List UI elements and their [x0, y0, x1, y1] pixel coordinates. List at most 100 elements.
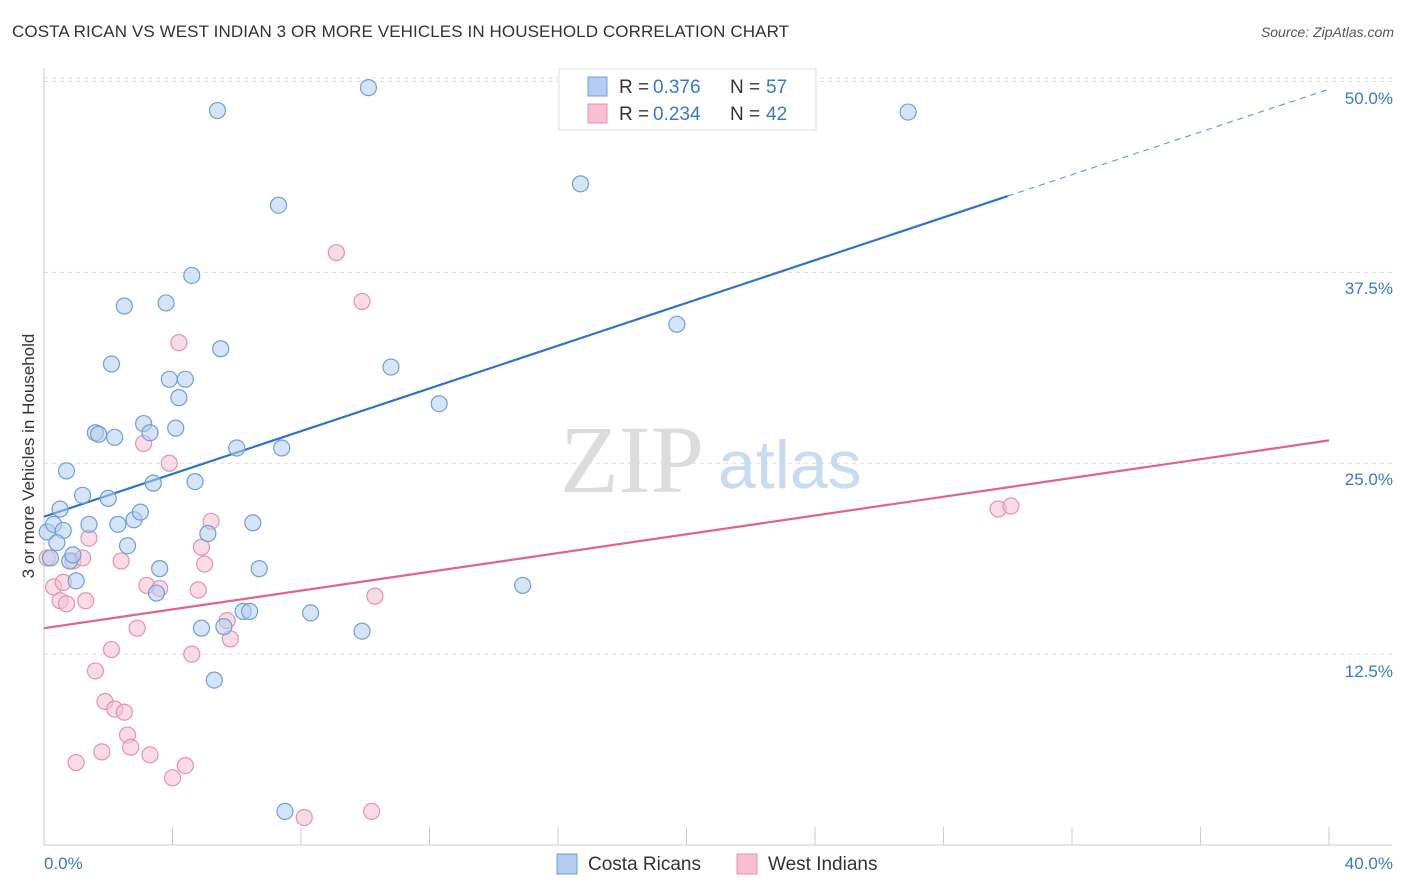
- series-legend-swatch-west-indians: [736, 853, 758, 875]
- y-tick-label: 50.0%: [1345, 89, 1393, 108]
- costa-ricans-point: [67, 572, 85, 590]
- costa-ricans-point: [176, 370, 194, 388]
- costa-ricans-point: [183, 266, 201, 285]
- costa-ricans-trend-extension: [1007, 88, 1330, 197]
- costa-ricans-point: [899, 103, 917, 121]
- costa-ricans-point: [192, 619, 211, 637]
- west-indians-point: [160, 454, 178, 472]
- y-axis-label: 3 or more Vehicles in Household: [19, 334, 38, 579]
- costa-ricans-point: [302, 604, 320, 622]
- correlation-legend: R = 0.376 N = 57 R = 0.234 N = 42: [558, 68, 817, 131]
- chart-title: COSTA RICAN VS WEST INDIAN 3 OR MORE VEH…: [12, 22, 790, 41]
- costa-ricans-point: [359, 79, 378, 97]
- costa-ricans-point: [205, 671, 223, 689]
- legend-r-value: 0.376: [653, 77, 701, 98]
- costa-ricans-point: [668, 315, 686, 333]
- costa-ricans-point: [241, 602, 259, 620]
- west-indians-point: [366, 587, 384, 605]
- west-indians-point: [363, 802, 381, 821]
- west-indians-point: [115, 703, 133, 721]
- costa-ricans-point: [269, 196, 288, 214]
- costa-ricans-point: [353, 622, 371, 640]
- costa-ricans-point: [276, 802, 294, 821]
- west-indians-point: [163, 769, 182, 787]
- series-legend-label-west-indians: West Indians: [768, 854, 877, 875]
- west-indians-point: [1002, 497, 1020, 515]
- legend-n-value: 42: [766, 104, 787, 125]
- costa-ricans-point: [250, 560, 268, 578]
- costa-ricans-point: [199, 524, 217, 543]
- costa-ricans-point: [144, 474, 162, 492]
- costa-ricans-point: [118, 537, 137, 555]
- costa-ricans-point: [170, 389, 188, 407]
- x-tick-marks: [43, 827, 1330, 845]
- west-indians-point: [196, 555, 214, 573]
- costa-ricans-trend-line: [43, 195, 1009, 518]
- costa-ricans-point: [131, 503, 149, 521]
- west-indians-trend-line: [43, 439, 1330, 630]
- legend-swatch-west-indians: [587, 103, 608, 124]
- west-indians-point: [295, 808, 313, 827]
- costa-ricans-point: [160, 370, 178, 388]
- legend-r-label: R =: [619, 77, 649, 98]
- costa-ricans-point: [51, 500, 69, 518]
- costa-ricans-point: [73, 486, 92, 504]
- west-indians-point: [141, 746, 159, 764]
- legend-r-label: R =: [619, 104, 649, 125]
- costa-ricans-point: [106, 428, 124, 446]
- trend-layer: [43, 88, 1330, 630]
- costa-ricans-point: [382, 358, 400, 376]
- west-indians-point: [77, 592, 95, 610]
- costa-ricans-points: [38, 79, 917, 821]
- costa-ricans-point: [80, 515, 98, 533]
- series-legend-swatch-costa-ricans: [556, 853, 578, 875]
- costa-ricans-point: [208, 101, 227, 120]
- costa-ricans-point: [48, 534, 66, 552]
- costa-ricans-point: [430, 395, 448, 413]
- x-tick-label-min: 0.0%: [44, 854, 83, 873]
- watermark-atlas: atlas: [718, 427, 862, 503]
- west-indians-point: [353, 292, 371, 311]
- costa-ricans-point: [157, 294, 175, 312]
- legend-swatch-costa-ricans: [587, 76, 608, 97]
- costa-ricans-point: [273, 439, 291, 457]
- costa-ricans-point: [64, 546, 82, 564]
- west-indians-point: [102, 640, 121, 659]
- west-indians-point: [192, 538, 211, 556]
- x-tick-label-max: 40.0%: [1345, 854, 1393, 873]
- west-indians-point: [189, 581, 207, 599]
- west-indians-point: [67, 753, 85, 772]
- costa-ricans-point: [571, 175, 590, 193]
- costa-ricans-point: [244, 514, 262, 532]
- legend-n-label: N =: [730, 77, 760, 98]
- west-indians-point: [93, 743, 111, 761]
- watermark: ZIP atlas: [560, 406, 862, 513]
- costa-ricans-point: [57, 462, 76, 480]
- costa-ricans-point: [212, 340, 230, 358]
- costa-ricans-point: [228, 439, 246, 457]
- west-indians-point: [57, 595, 76, 613]
- costa-ricans-point: [109, 515, 127, 533]
- y-tick-label: 37.5%: [1345, 279, 1393, 298]
- west-indians-point: [122, 738, 140, 756]
- west-indians-point: [183, 645, 201, 663]
- legend-r-value: 0.234: [653, 104, 701, 125]
- west-indians-points: [38, 243, 1020, 827]
- costa-ricans-point: [167, 419, 185, 437]
- costa-ricans-point: [99, 489, 117, 507]
- costa-ricans-point: [102, 355, 121, 373]
- costa-ricans-point: [90, 425, 108, 443]
- legend-n-label: N =: [730, 104, 760, 125]
- costa-ricans-point: [147, 584, 166, 602]
- costa-ricans-point: [186, 472, 204, 491]
- chart-source: Source: ZipAtlas.com: [1260, 24, 1394, 40]
- series-legend-label-costa-ricans: Costa Ricans: [588, 854, 701, 875]
- watermark-zip: ZIP: [560, 406, 704, 513]
- west-indians-point: [112, 552, 130, 570]
- west-indians-point: [176, 756, 194, 775]
- costa-ricans-point: [151, 560, 169, 578]
- y-tick-label: 25.0%: [1345, 470, 1393, 489]
- grid-layer: [44, 77, 1392, 655]
- legend-n-value: 57: [766, 77, 787, 98]
